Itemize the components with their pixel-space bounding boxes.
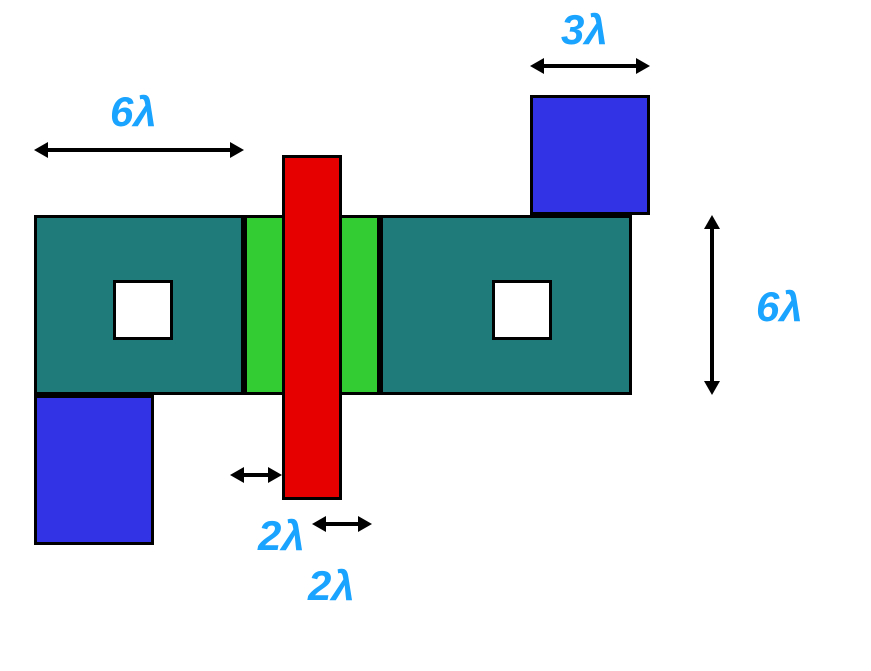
arrow-topleft-lhead xyxy=(34,142,48,158)
cutout-right xyxy=(492,280,552,340)
arrow-botright-lhead xyxy=(312,516,326,532)
blue-box-top xyxy=(530,95,650,215)
arrow-right-line xyxy=(710,229,714,381)
arrow-right-downhead xyxy=(704,381,720,395)
cutout-left xyxy=(113,280,173,340)
label-6lambda-right: 6λ xyxy=(756,283,803,331)
arrow-botleft-rhead xyxy=(268,467,282,483)
arrow-topright-lhead xyxy=(530,58,544,74)
arrow-topright-rhead xyxy=(636,58,650,74)
blue-box-bottom xyxy=(34,395,154,545)
label-3lambda: 3λ xyxy=(561,6,608,54)
arrow-right-uphead xyxy=(704,215,720,229)
red-box xyxy=(282,155,342,500)
arrow-botleft-lhead xyxy=(230,467,244,483)
arrow-botleft-line xyxy=(244,473,268,477)
arrow-botright-line xyxy=(326,522,358,526)
label-2lambda-left: 2λ xyxy=(258,512,305,560)
arrow-topright-line xyxy=(544,64,636,68)
label-2lambda-right: 2λ xyxy=(308,562,355,610)
arrow-botright-rhead xyxy=(358,516,372,532)
arrow-topleft-line xyxy=(48,148,230,152)
label-6lambda-topleft: 6λ xyxy=(110,88,157,136)
arrow-topleft-rhead xyxy=(230,142,244,158)
